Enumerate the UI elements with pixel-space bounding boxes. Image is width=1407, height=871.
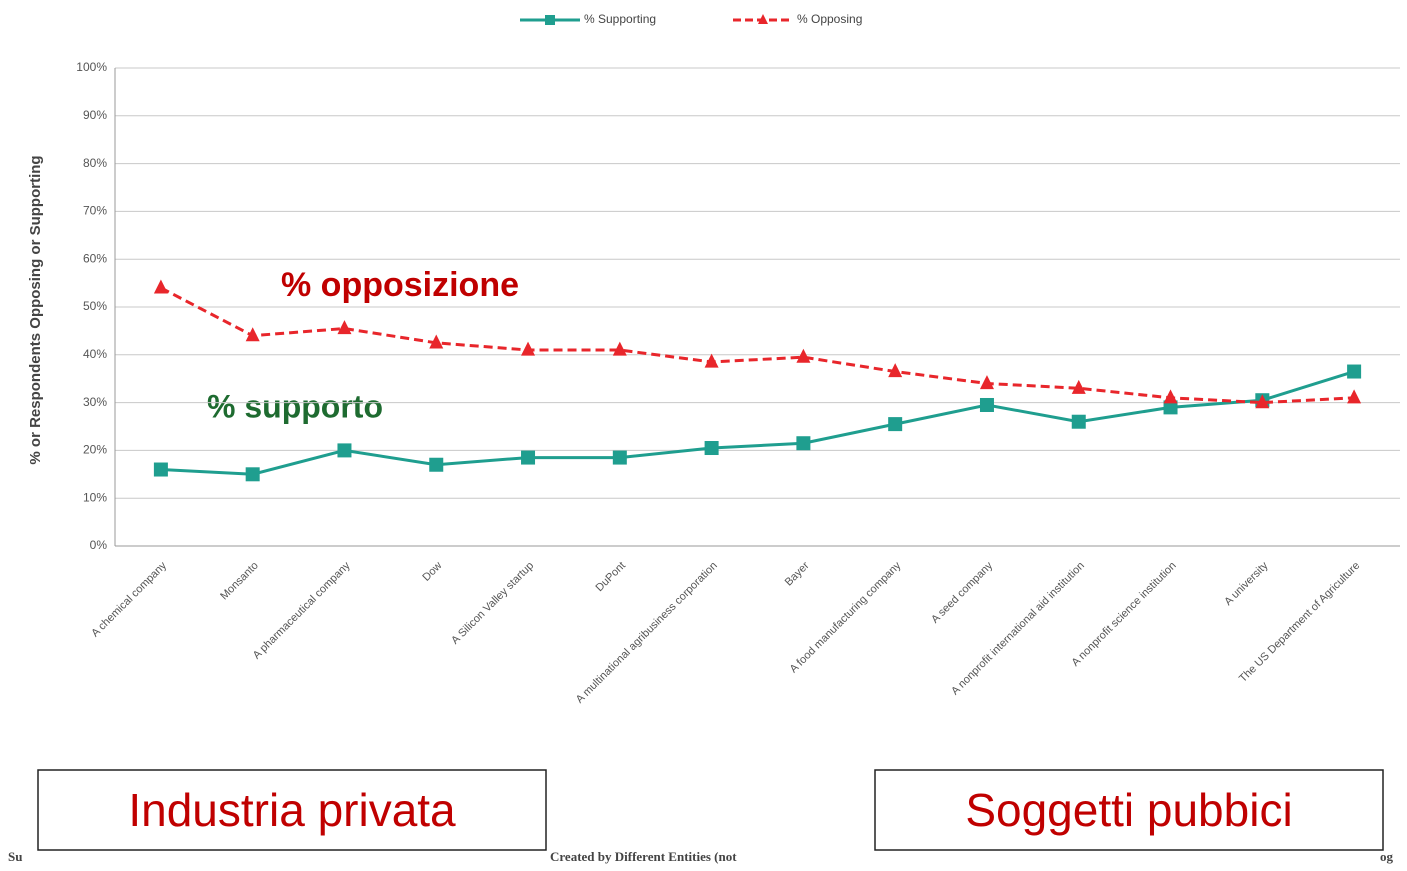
marker	[153, 279, 168, 294]
y-tick-label: 90%	[83, 108, 107, 122]
x-tick-label: A multinational agribusiness corporation	[574, 560, 720, 706]
marker	[245, 327, 260, 342]
caption: Su	[8, 849, 22, 864]
y-tick-label: 70%	[83, 204, 107, 218]
x-tick-label: A seed company	[929, 559, 995, 625]
y-tick-label: 20%	[83, 443, 107, 457]
marker	[521, 341, 536, 356]
marker	[153, 462, 168, 477]
label-box	[37, 769, 547, 851]
x-tick-label: A nonprofit science institution	[1069, 560, 1178, 669]
y-tick-label: 100%	[76, 60, 107, 74]
marker	[245, 467, 260, 482]
series-line	[160, 286, 1355, 405]
marker	[796, 436, 811, 451]
x-tick-label: A pharmaceutical company	[251, 559, 353, 661]
caption: og	[1380, 849, 1394, 864]
marker	[979, 375, 994, 390]
marker	[429, 457, 444, 472]
legend-label: % Supporting	[584, 12, 656, 26]
y-tick-label: 30%	[83, 395, 107, 409]
x-tick-label: A chemical company	[89, 559, 169, 639]
x-tick-label: A Silicon Valley startup	[449, 560, 536, 647]
marker	[545, 15, 555, 25]
marker	[1071, 379, 1086, 394]
y-tick-label: 50%	[83, 299, 107, 313]
marker	[704, 353, 719, 368]
x-tick-label: Monsanto	[218, 560, 261, 603]
x-tick-label: Bayer	[783, 559, 812, 588]
x-tick-label: A food manufacturing company	[788, 559, 904, 675]
marker	[337, 320, 352, 335]
marker	[1255, 394, 1270, 409]
box-label: Soggetti pubbici	[965, 784, 1292, 836]
label-box	[874, 769, 1384, 851]
marker	[429, 334, 444, 349]
caption: Created by Different Entities (not	[550, 849, 737, 864]
series-line	[160, 370, 1355, 476]
marker	[612, 341, 627, 356]
marker	[888, 363, 903, 378]
marker	[888, 417, 903, 432]
marker	[758, 14, 768, 24]
x-tick-label: Dow	[420, 560, 444, 584]
marker	[1163, 389, 1178, 404]
marker	[1347, 389, 1362, 404]
marker	[1163, 400, 1178, 415]
marker	[979, 397, 994, 412]
annotation: % opposizione	[281, 266, 519, 304]
y-axis-label: % or Respondents Opposing or Supporting	[27, 155, 44, 464]
marker	[612, 450, 627, 465]
y-tick-label: 0%	[90, 538, 108, 552]
y-tick-label: 10%	[83, 490, 107, 504]
y-tick-label: 60%	[83, 251, 107, 265]
marker	[1347, 364, 1362, 379]
marker	[704, 441, 719, 456]
marker	[796, 348, 811, 363]
marker	[1071, 414, 1086, 429]
y-tick-label: 80%	[83, 156, 107, 170]
x-tick-label: A university	[1222, 559, 1271, 608]
marker	[521, 450, 536, 465]
box-label: Industria privata	[128, 784, 456, 836]
y-tick-label: 40%	[83, 347, 107, 361]
annotation: % supporto	[207, 388, 383, 424]
legend-label: % Opposing	[797, 12, 862, 26]
marker	[337, 443, 352, 458]
x-tick-label: DuPont	[594, 560, 628, 594]
